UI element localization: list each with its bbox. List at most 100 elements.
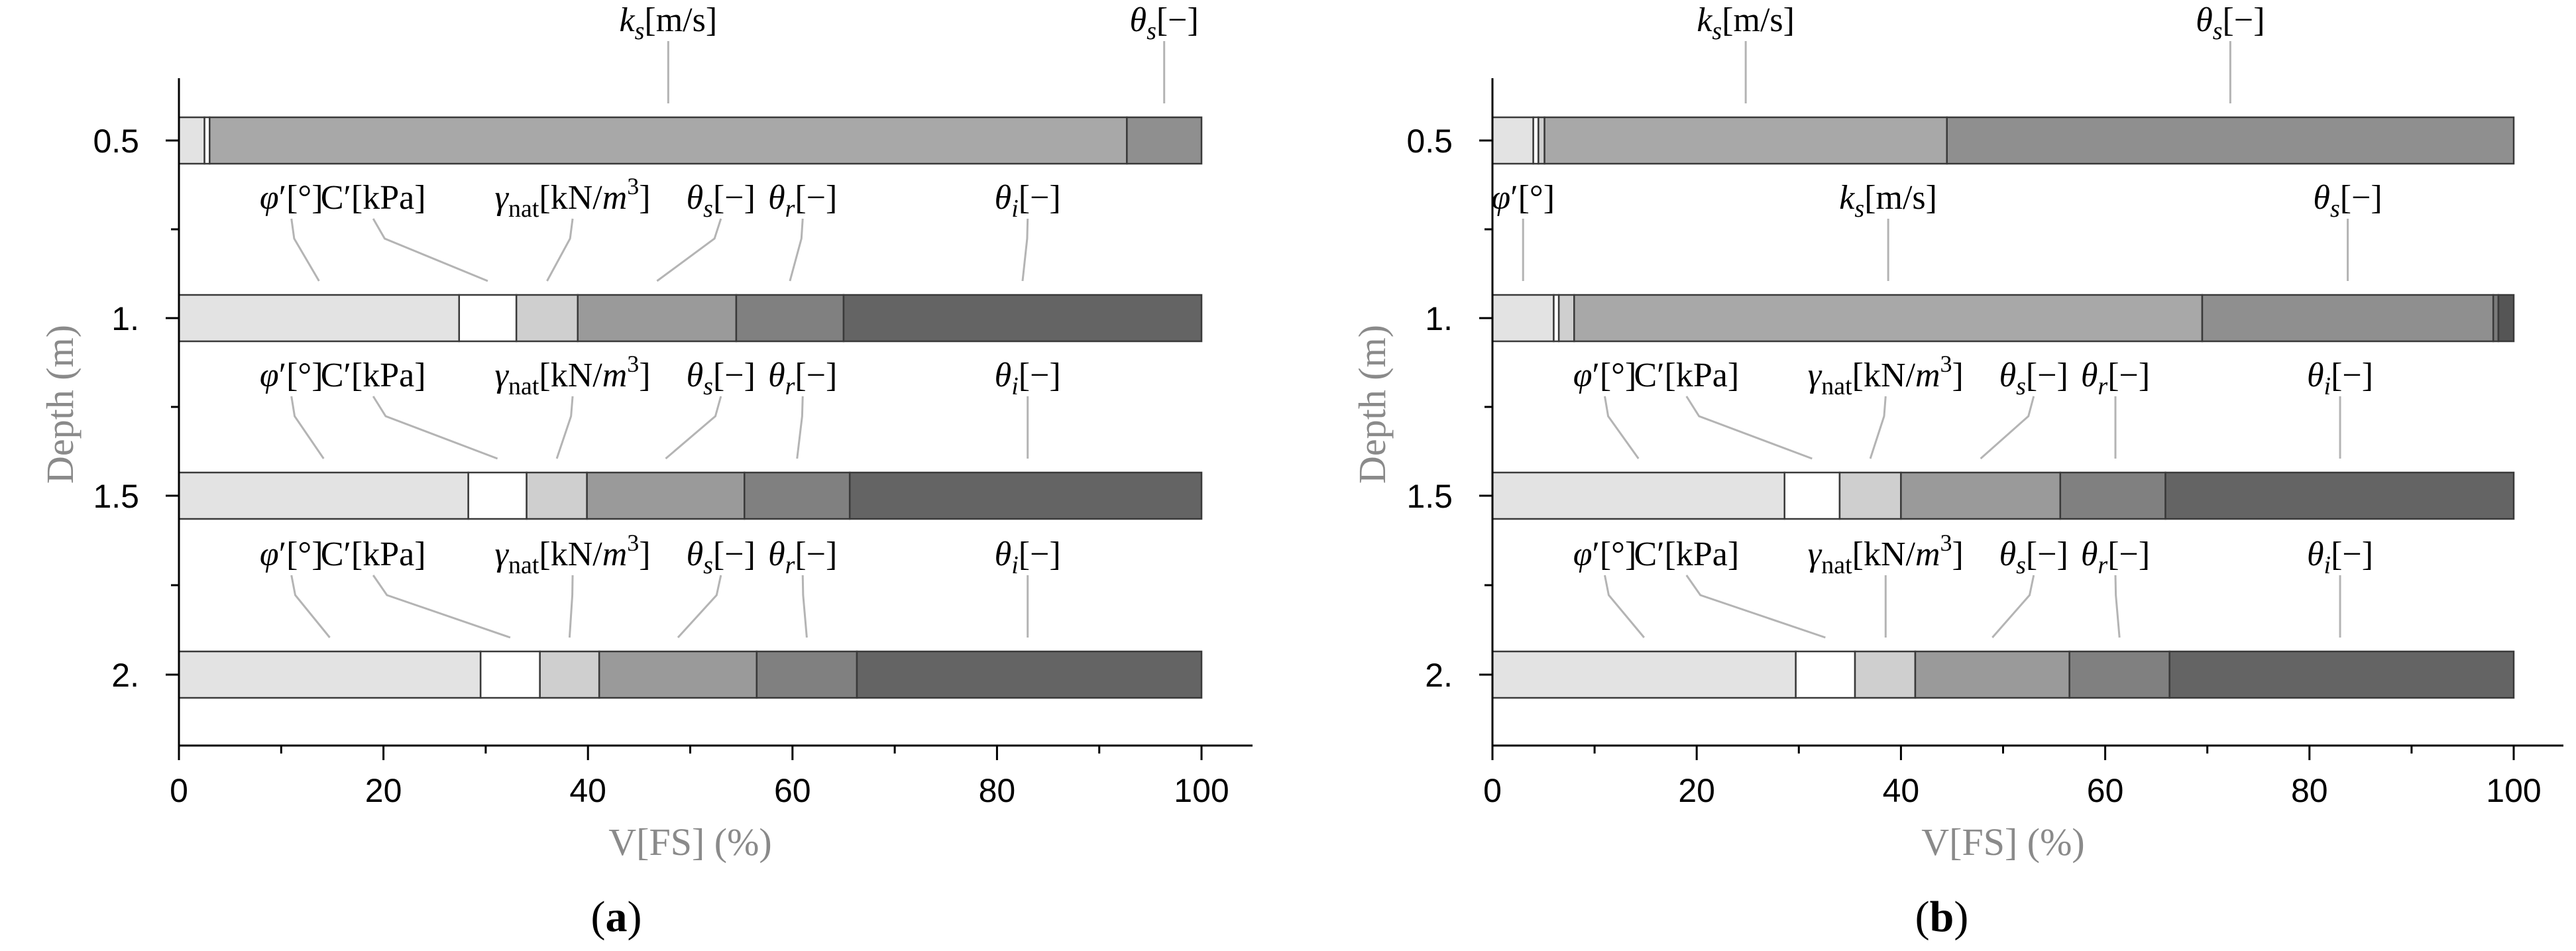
leader-line-phi — [290, 575, 331, 638]
annotation-gammanat-kn-m3: γnat[kN/m3] — [494, 530, 650, 579]
bar-segment-thetar — [756, 650, 858, 699]
panel-label: (b) — [1915, 893, 1969, 941]
bar-segment-thetas — [577, 294, 738, 343]
x-tick-label: 20 — [1678, 772, 1715, 809]
leader-line-thetas — [1991, 575, 2035, 638]
bar-segment-thetas — [1126, 116, 1203, 165]
bars — [178, 116, 1203, 699]
annotation-thetai: θi[−] — [2307, 357, 2373, 400]
x-tick-label: 20 — [365, 772, 402, 809]
bar-segment-thetai — [2164, 471, 2515, 520]
bar-segment-gammanat-kn-m3 — [1838, 471, 1902, 520]
annotation-thetai: θi[−] — [995, 179, 1061, 223]
y-axis-title: Depth (m) — [1351, 325, 1394, 484]
leader-line-phi — [290, 396, 325, 459]
bar-segment-c-kpa — [479, 650, 541, 699]
annotation-phi: φ′[°] — [1491, 179, 1555, 217]
leader-line-phi — [290, 218, 320, 282]
annotation-thetar: θr[−] — [768, 179, 837, 223]
annotation-gammanat-kn-m3: γnat[kN/m3] — [1808, 530, 1964, 579]
y-tick-label: 2. — [1425, 657, 1453, 694]
bar-segment-thetai — [2168, 650, 2515, 699]
bar-segment-gammanat-kn-m3 — [526, 471, 588, 520]
annotation-thetas: θs[−] — [687, 179, 756, 223]
x-tick-label: 80 — [979, 772, 1016, 809]
bar-segment-thetai — [856, 650, 1203, 699]
bar-segment-gammanat-kn-m3 — [515, 294, 579, 343]
bar-segment-phi — [178, 650, 482, 699]
x-tick-label: 100 — [2486, 772, 2541, 809]
bar-segment-thetas — [586, 471, 746, 520]
x-tick-label: 0 — [170, 772, 188, 809]
bar-segment-thetai — [848, 471, 1203, 520]
annotation-thetar: θr[−] — [768, 535, 837, 579]
annotation-c-kpa: C′[kPa] — [321, 535, 426, 573]
panel-label-letter: b — [1930, 893, 1954, 941]
y-ticks: 0.5 1. 1.5 2. — [93, 123, 179, 694]
leader-line-thetas — [656, 218, 722, 282]
y-tick-label: 1. — [1425, 300, 1453, 337]
annotation-ks-m-s: ks[m/s] — [619, 1, 717, 45]
bar-segment-thetas — [1914, 650, 2070, 699]
x-tick-label: 0 — [1483, 772, 1502, 809]
annotation-phi: φ′[°] — [260, 179, 323, 217]
annotation-c-kpa: C′[kPa] — [1634, 357, 1739, 394]
leader-line-c-kpa — [1685, 396, 1813, 460]
bar-segment-thetar — [2059, 471, 2166, 520]
x-tick-label: 60 — [774, 772, 811, 809]
bar-segment-phi — [1491, 294, 1555, 343]
annotation-thetas: θs[−] — [687, 357, 756, 400]
bar-segment-ks-m-s — [209, 116, 1128, 165]
annotation-ks-m-s: ks[m/s] — [1697, 1, 1795, 45]
bar-segment-thetar — [2068, 650, 2170, 699]
leaders — [1522, 41, 2349, 639]
annotation-phi: φ′[°] — [260, 357, 323, 394]
bar-segment-thetas — [1946, 116, 2515, 165]
leader-line-thetar — [801, 575, 808, 638]
leader-line-thetas — [1980, 396, 2035, 460]
y-ticks: 0.5 1. 1.5 2. — [1406, 123, 1492, 694]
bar-segment-gammanat-kn-m3 — [1854, 650, 1917, 699]
annotation-c-kpa: C′[kPa] — [321, 179, 426, 217]
annotation-thetai: θi[−] — [995, 535, 1061, 579]
axes — [178, 78, 1253, 747]
bar-segment-gammanat-kn-m3 — [1538, 116, 1545, 165]
annotation-thetas: θs[−] — [687, 535, 756, 579]
bar-segment-phi — [178, 294, 461, 343]
panel-label-letter: a — [606, 893, 628, 941]
leader-line-phi — [1604, 396, 1640, 459]
leader-line-c-kpa — [372, 396, 498, 460]
bar-segment-phi — [1491, 471, 1785, 520]
panel-a: ks[m/s] θs[−]φ′[°]C′[kPa] γnat[kN/m3] θs[−]… — [38, 1, 1253, 941]
annotation-gammanat-kn-m3: γnat[kN/m3] — [494, 351, 650, 400]
annotation-gammanat-kn-m3: γnat[kN/m3] — [1808, 351, 1964, 400]
leader-line-thetai — [1021, 218, 1029, 282]
annotation-c-kpa: C′[kPa] — [321, 357, 426, 394]
bar-segment-phi — [1491, 116, 1534, 165]
annotation-phi: φ′[°] — [260, 535, 323, 573]
bar-segment-thetas — [598, 650, 758, 699]
panel-label: (a) — [591, 893, 642, 941]
annotation-thetai: θi[−] — [995, 357, 1061, 400]
x-tick-label: 40 — [1883, 772, 1920, 809]
leader-line-gammanat-kn-m3 — [1869, 396, 1887, 459]
x-axis-title: V[FS] (%) — [1921, 820, 2084, 864]
bar-segment-ks-m-s — [1573, 294, 2204, 343]
bar-segment-c-kpa — [1795, 650, 1856, 699]
leader-line-c-kpa — [1685, 575, 1826, 639]
leader-line-gammanat-kn-m3 — [568, 575, 574, 638]
annotation-thetas: θs[−] — [1999, 357, 2068, 400]
bar-segment-thetar — [735, 294, 845, 343]
annotation-ks-m-s: ks[m/s] — [1839, 179, 1937, 223]
annotation-thetar: θr[−] — [2081, 357, 2150, 400]
annotation-phi: φ′[°] — [1573, 357, 1637, 394]
annotation-thetas: θs[−] — [1130, 1, 1199, 45]
bar-segment-gammanat-kn-m3 — [1557, 294, 1575, 343]
annotation-thetai: θi[−] — [2307, 535, 2373, 579]
y-tick-label: 0.5 — [1406, 123, 1453, 160]
x-tick-label: 80 — [2291, 772, 2328, 809]
y-tick-label: 1. — [111, 300, 139, 337]
annotations: ks[m/s] θs[−]φ′[°]C′[kPa] γnat[kN/m3] θs[−]… — [260, 1, 1199, 579]
x-tick-label: 40 — [569, 772, 606, 809]
